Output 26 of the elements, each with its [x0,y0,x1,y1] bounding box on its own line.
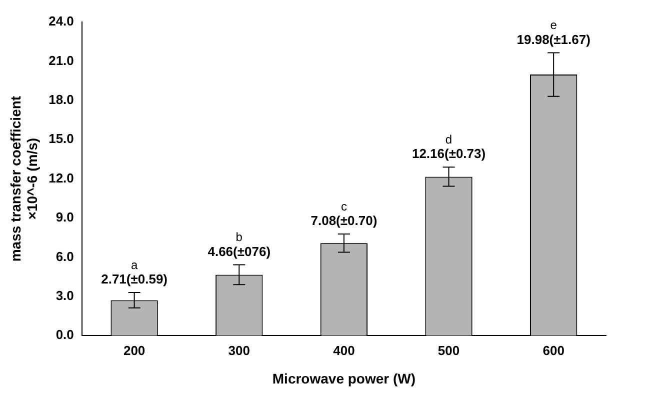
y-axis-title: mass transfer coefficient ×10^-6 (m/s) [7,96,40,262]
x-axis-title: Microwave power (W) [272,370,416,386]
y-tick-label: 12.0 [48,170,74,186]
y-tick-label: 18.0 [48,92,74,107]
data-label: 2.71(±0.59) [101,272,168,287]
annotation: d [445,132,452,146]
y-tick-label: 3.0 [56,288,74,303]
annotation: a [130,258,138,272]
annotation: e [550,18,558,32]
x-tick-label: 600 [542,342,564,358]
data-label: 12.16(±0.73) [412,146,486,162]
data-label: 19.98(±1.67) [516,32,590,47]
annotation: c [340,199,347,214]
x-tick-label: 500 [438,342,460,358]
y-tick-label: 21.0 [48,52,74,68]
data-label: 7.08(±0.70) [310,213,378,228]
x-tick-label: 300 [228,342,250,358]
x-tick-label: 200 [123,342,146,358]
data-label: 4.66(±076) [208,244,271,259]
y-tick-label: 6.0 [56,248,74,264]
y-tick-label: 0.0 [56,327,74,342]
annotation: b [236,230,243,244]
x-tick-label: 400 [333,342,355,358]
y-tick-label: 9.0 [56,210,74,225]
y-tick-label: 24.0 [48,14,74,29]
y-tick-label: 15.0 [48,131,74,146]
